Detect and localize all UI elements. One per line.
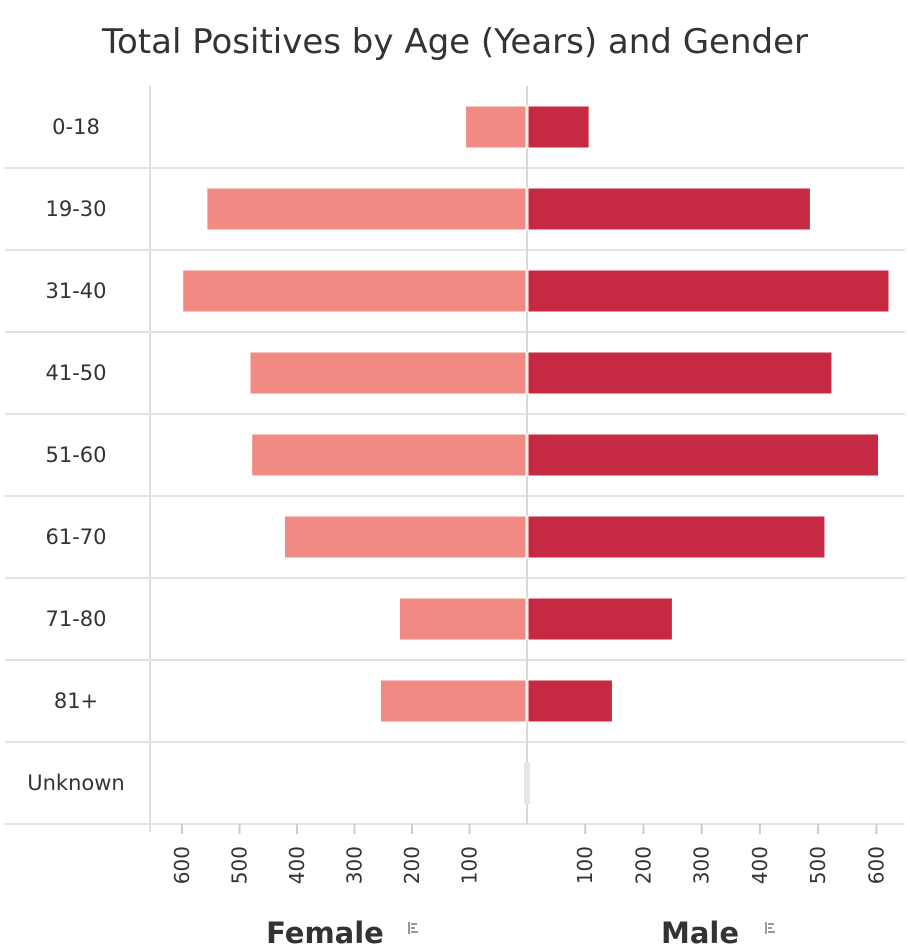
category-label: 0-18 (52, 115, 100, 139)
female-tick-label: 400 (285, 846, 309, 884)
bars-layer (182, 105, 890, 804)
ticks-layer: 100 100 200 200 300 300 400 400 500 500 600 600 (170, 824, 888, 884)
sort-icon-bar (768, 931, 775, 933)
male-bar[interactable] (527, 597, 673, 641)
male-bar[interactable] (527, 679, 613, 723)
male-bar[interactable] (527, 187, 811, 231)
grid-layer (5, 86, 905, 832)
male-tick-label: 200 (631, 846, 655, 884)
male-tick-label: 100 (573, 846, 597, 884)
category-label: 71-80 (45, 607, 106, 631)
sort-icon-bar (408, 922, 410, 934)
female-bar[interactable] (206, 187, 527, 231)
sort-icon-bar (765, 922, 767, 934)
female-tick-label: 200 (400, 846, 424, 884)
category-label: 31-40 (45, 279, 106, 303)
female-bar[interactable] (399, 597, 527, 641)
labels-layer: 0-18 19-30 31-40 41-50 51-60 61-70 71-80 81+ Unk… (27, 115, 124, 795)
female-tick-label: 500 (228, 846, 252, 884)
male-axis-title: Male (661, 916, 739, 950)
male-tick-label: 500 (806, 846, 830, 884)
male-bar[interactable] (527, 515, 826, 559)
empty-bar-marker (524, 762, 530, 804)
female-bar[interactable] (284, 515, 527, 559)
sort-icon-bar (411, 927, 415, 929)
category-label: 51-60 (45, 443, 106, 467)
male-tick-label: 400 (748, 846, 772, 884)
category-label: 41-50 (45, 361, 106, 385)
female-axis-title: Female (266, 916, 384, 950)
female-bar[interactable] (251, 433, 527, 477)
category-label: 19-30 (45, 197, 106, 221)
category-label: Unknown (27, 771, 124, 795)
axis-titles-layer: Female Male (266, 916, 775, 950)
female-tick-label: 600 (170, 846, 194, 884)
male-sort-icon[interactable] (765, 922, 775, 934)
male-bar[interactable] (527, 105, 590, 149)
sort-icon-bar (411, 923, 417, 925)
male-bar[interactable] (527, 351, 833, 395)
sort-icon-bar (768, 927, 772, 929)
female-bar[interactable] (380, 679, 527, 723)
female-bar[interactable] (182, 269, 527, 313)
chart-title: Total Positives by Age (Years) and Gende… (102, 22, 808, 62)
male-tick-label: 600 (864, 846, 888, 884)
sort-icon-bar (768, 923, 774, 925)
category-label: 61-70 (45, 525, 106, 549)
female-tick-label: 100 (458, 846, 482, 884)
female-tick-label: 300 (343, 846, 367, 884)
male-tick-label: 300 (690, 846, 714, 884)
male-bar[interactable] (527, 433, 880, 477)
sort-icon-bar (411, 931, 418, 933)
female-bar[interactable] (465, 105, 527, 149)
male-bar[interactable] (527, 269, 890, 313)
category-label: 81+ (54, 689, 98, 713)
female-bar[interactable] (249, 351, 527, 395)
female-sort-icon[interactable] (408, 922, 418, 934)
